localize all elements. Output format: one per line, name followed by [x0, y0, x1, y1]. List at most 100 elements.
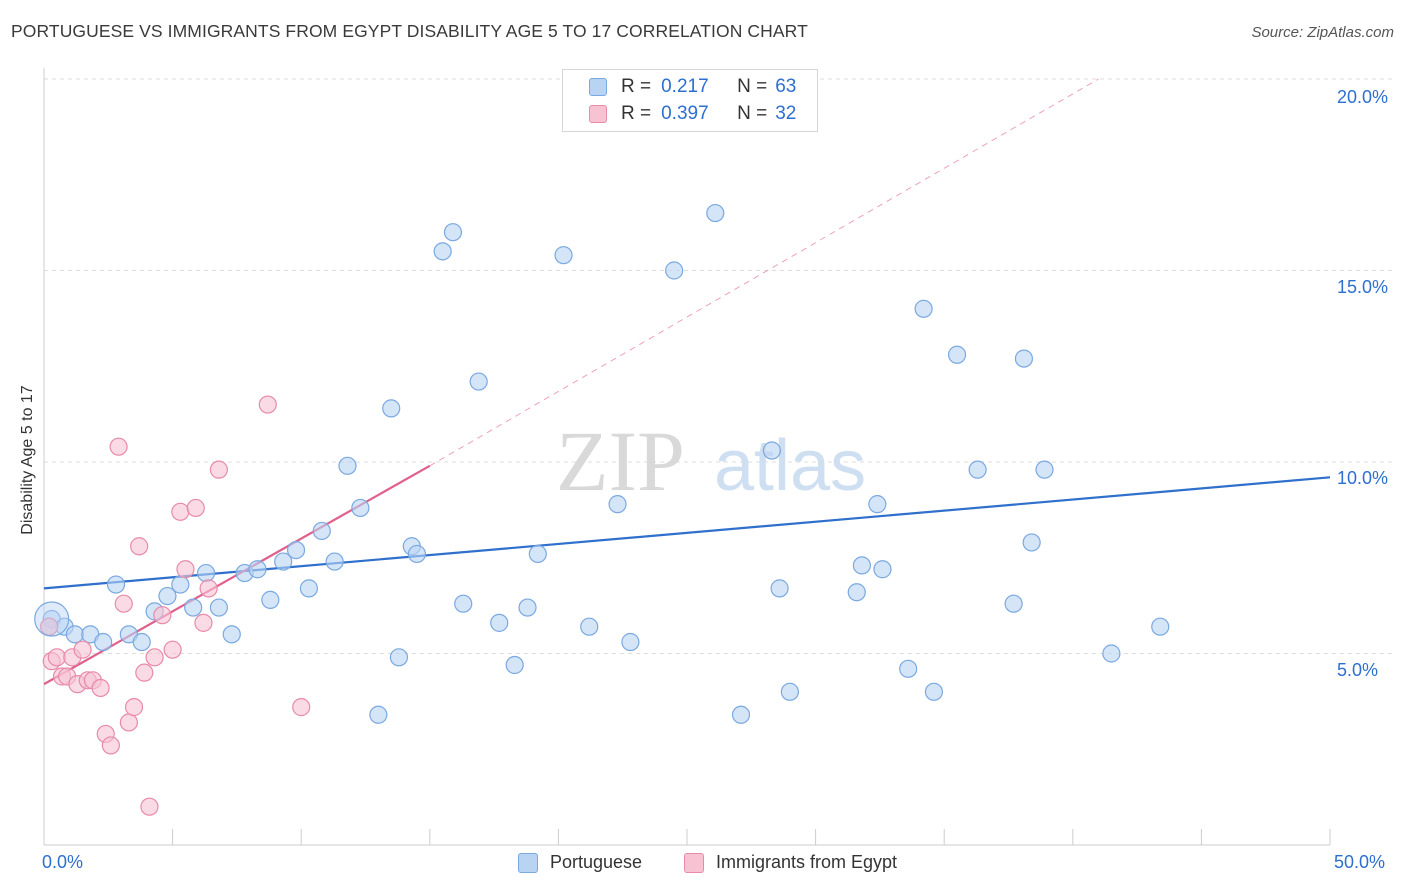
legend-row-egypt: R = 0.397 N = 32 [589, 103, 796, 125]
point-portuguese [924, 682, 944, 701]
y-tick-label-5: 5.0% [1337, 660, 1379, 680]
point-portuguese [94, 632, 113, 652]
point-portuguese [325, 552, 344, 571]
point-egypt [40, 617, 59, 636]
y-tick-label-15: 15.0% [1337, 277, 1389, 297]
point-portuguese [469, 372, 488, 391]
point-portuguese [261, 590, 280, 609]
point-portuguese [731, 705, 751, 724]
point-portuguese [369, 705, 388, 724]
grid-lines [44, 78, 1392, 654]
point-portuguese [454, 594, 473, 613]
legend-swatch-blue [518, 852, 538, 873]
point-egypt [135, 663, 154, 682]
point-portuguese [1014, 349, 1034, 368]
watermark-zip: ZIP [556, 413, 685, 509]
point-portuguese [968, 460, 987, 479]
legend-swatch-blue [589, 78, 607, 96]
legend-r-label: R = [621, 76, 652, 97]
y-tick-label-20: 20.0% [1337, 87, 1389, 107]
point-egypt [292, 698, 311, 717]
point-portuguese [407, 544, 427, 564]
point-portuguese [1102, 644, 1121, 663]
chart-title: PORTUGUESE VS IMMIGRANTS FROM EGYPT DISA… [11, 21, 808, 41]
legend-swatch-pink [684, 852, 704, 873]
legend-row-portuguese: R = 0.217 N = 63 [589, 76, 796, 98]
point-portuguese [274, 552, 293, 571]
point-portuguese [947, 345, 967, 364]
point-portuguese-cluster [34, 601, 70, 637]
point-egypt [119, 713, 138, 732]
point-egypt [176, 560, 195, 579]
source-label: Source: ZipAtlas.com [1251, 24, 1394, 41]
legend-n-label: N = [737, 103, 768, 124]
legend-n-label: N = [737, 76, 768, 97]
axes [43, 68, 1331, 846]
point-egypt [186, 498, 205, 518]
point-portuguese [847, 583, 866, 602]
point-portuguese [106, 575, 126, 594]
y-tick-label-10: 10.0% [1337, 468, 1389, 488]
point-portuguese [389, 648, 409, 667]
point-egypt [124, 698, 144, 717]
point-portuguese [868, 495, 887, 514]
legend-r-value: 0.397 [661, 103, 709, 124]
y-axis-title: Disability Age 5 to 17 [19, 385, 36, 535]
point-portuguese [196, 563, 216, 583]
point-egypt [73, 640, 92, 659]
point-egypt [47, 648, 66, 667]
point-portuguese [621, 632, 640, 652]
point-portuguese [505, 655, 524, 675]
point-portuguese [222, 625, 241, 644]
point-portuguese [209, 598, 228, 617]
point-egypt [101, 736, 120, 755]
point-egypt [258, 395, 277, 414]
point-egypt [145, 648, 164, 667]
legend-r-label: R = [621, 103, 652, 124]
legend-r-value: 0.217 [661, 76, 709, 97]
point-egypt [153, 606, 172, 625]
point-portuguese [554, 246, 573, 265]
point-portuguese [65, 625, 84, 644]
point-egypt [163, 640, 182, 659]
point-portuguese [443, 223, 463, 242]
point-egypt [91, 678, 110, 698]
legend-item-portuguese[interactable]: Portuguese [518, 852, 642, 873]
point-portuguese [899, 659, 918, 678]
legend-item-egypt[interactable]: Immigrants from Egypt [684, 852, 897, 873]
point-portuguese [1035, 460, 1054, 479]
point-portuguese [1004, 594, 1023, 613]
point-portuguese [433, 242, 452, 261]
point-portuguese [914, 299, 933, 318]
legend-n-value: 32 [775, 103, 797, 124]
point-egypt [114, 594, 133, 613]
x-tick-label-min: 0.0% [42, 852, 84, 872]
point-portuguese [1151, 617, 1170, 636]
correlation-legend: R = 0.217 N = 63 R = 0.397 N = 32 [562, 69, 818, 132]
point-portuguese [351, 498, 370, 518]
point-portuguese [299, 579, 319, 598]
point-egypt [130, 537, 149, 556]
point-portuguese [132, 632, 151, 652]
point-portuguese [286, 540, 306, 560]
trend-extension-egypt [429, 78, 1099, 467]
point-portuguese [580, 617, 599, 636]
point-portuguese [528, 544, 547, 564]
watermark: ZIP atlas [556, 413, 866, 509]
point-portuguese [171, 575, 190, 594]
point-portuguese [665, 261, 684, 280]
point-portuguese [158, 586, 177, 606]
point-egypt [140, 797, 159, 816]
point-portuguese [312, 521, 331, 541]
point-egypt [109, 437, 128, 456]
point-portuguese [184, 598, 203, 617]
point-portuguese [873, 560, 892, 579]
series-legend: Portuguese Immigrants from Egypt [0, 852, 1406, 876]
point-portuguese [1022, 533, 1041, 552]
point-portuguese [706, 203, 725, 223]
point-portuguese [780, 682, 799, 701]
point-egypt [194, 613, 213, 632]
legend-label-portuguese: Portuguese [550, 852, 643, 872]
point-portuguese [762, 441, 781, 460]
